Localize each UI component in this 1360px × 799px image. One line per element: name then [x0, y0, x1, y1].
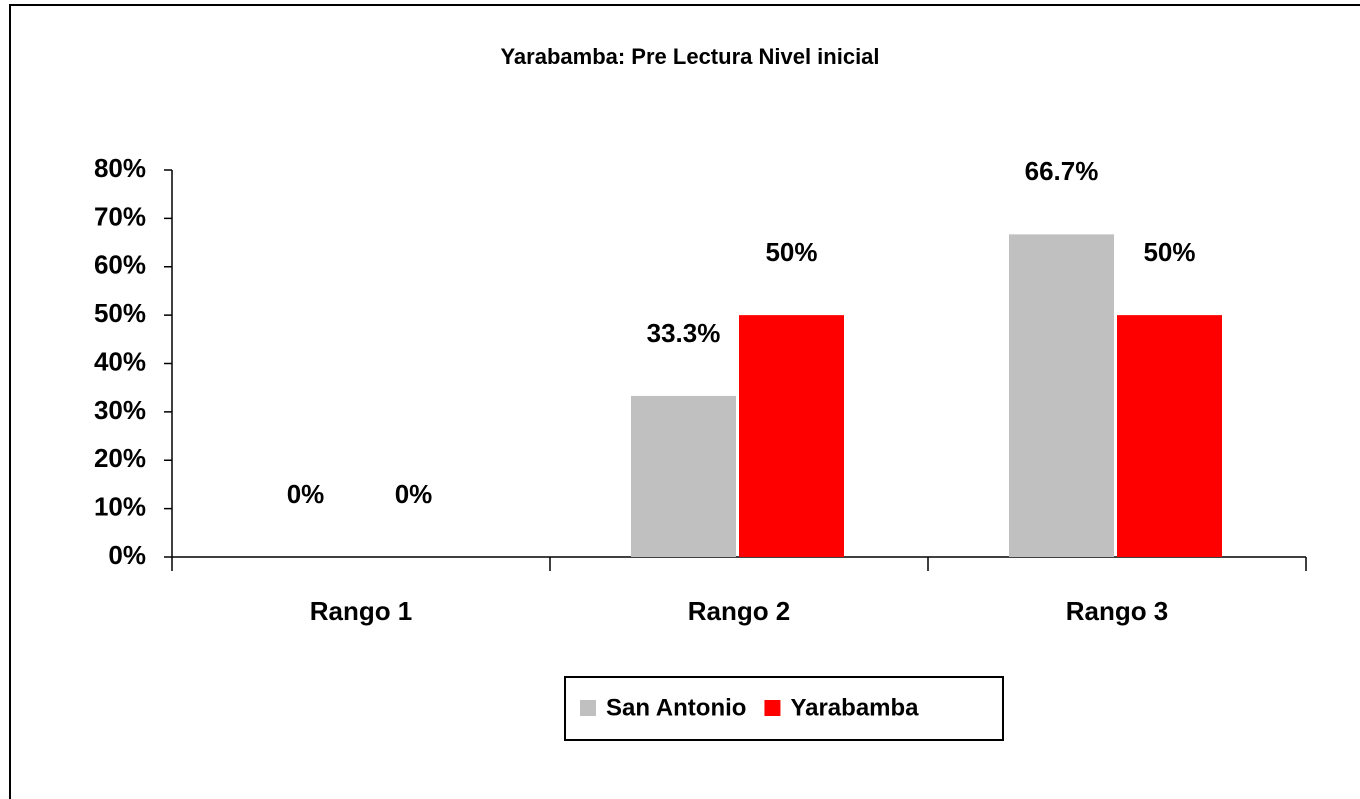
- y-tick-label: 50%: [94, 298, 146, 328]
- y-tick-label: 60%: [94, 250, 146, 280]
- legend-swatch: [764, 700, 781, 716]
- bar: [739, 315, 844, 557]
- y-tick-label: 70%: [94, 201, 146, 231]
- value-label: 33.3%: [647, 318, 721, 348]
- legend-box: [564, 676, 1004, 741]
- x-tick-label: Rango 1: [310, 596, 413, 626]
- value-label: 50%: [1143, 237, 1195, 267]
- x-tick-label: Rango 3: [1066, 596, 1169, 626]
- legend-label: San Antonio: [606, 694, 746, 721]
- chart-title: Yarabamba: Pre Lectura Nivel inicial: [500, 44, 879, 69]
- legend-swatch: [580, 700, 596, 716]
- value-label: 0%: [287, 479, 325, 509]
- chart-frame: [9, 4, 1360, 799]
- y-tick-label: 40%: [94, 346, 146, 376]
- x-tick-label: Rango 2: [688, 596, 791, 626]
- y-tick-label: 0%: [108, 540, 146, 570]
- value-label: 0%: [395, 479, 433, 509]
- y-tick-label: 30%: [94, 395, 146, 425]
- legend-label: Yarabamba: [790, 694, 919, 721]
- y-tick-label: 80%: [94, 153, 146, 183]
- y-tick-label: 10%: [94, 492, 146, 522]
- value-label: 66.7%: [1025, 156, 1099, 186]
- bar: [1009, 234, 1114, 557]
- bar: [1117, 315, 1222, 557]
- bar: [631, 395, 736, 557]
- y-tick-label: 20%: [94, 443, 146, 473]
- value-label: 50%: [765, 237, 817, 267]
